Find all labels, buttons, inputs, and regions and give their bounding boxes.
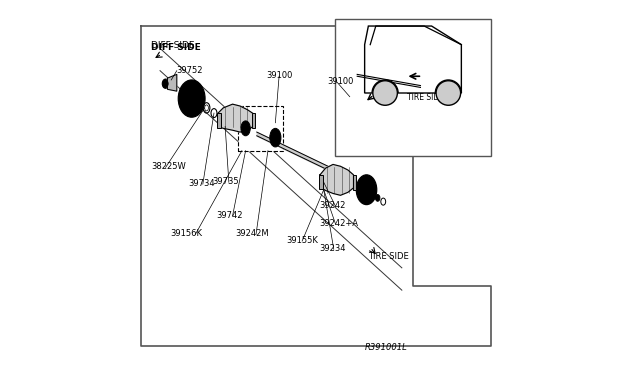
Ellipse shape (182, 85, 201, 112)
Text: R391001L: R391001L (365, 343, 408, 352)
Polygon shape (218, 104, 253, 132)
Bar (335, 19, 491, 156)
Polygon shape (320, 164, 353, 195)
Text: 39242M: 39242M (235, 229, 269, 238)
Ellipse shape (356, 175, 377, 205)
Text: 39242+A: 39242+A (319, 219, 358, 228)
Text: 39100: 39100 (266, 71, 292, 80)
Text: 39156K: 39156K (170, 229, 202, 238)
Text: 39234: 39234 (319, 244, 346, 253)
Polygon shape (168, 74, 177, 91)
Text: 39734: 39734 (188, 179, 214, 188)
Ellipse shape (360, 179, 374, 201)
Text: 38225W: 38225W (151, 162, 186, 171)
Ellipse shape (163, 79, 169, 89)
Bar (238, 106, 283, 151)
Ellipse shape (270, 128, 281, 147)
Ellipse shape (179, 80, 205, 117)
Text: 39735: 39735 (212, 177, 239, 186)
Text: TIRE SIDE: TIRE SIDE (408, 93, 444, 102)
Text: TIRE SIDE: TIRE SIDE (369, 251, 409, 260)
Ellipse shape (376, 195, 380, 201)
Circle shape (373, 81, 397, 105)
Polygon shape (365, 26, 461, 93)
Ellipse shape (241, 121, 250, 136)
Bar (353, 175, 356, 190)
Bar (252, 113, 255, 128)
Text: 39242: 39242 (319, 201, 346, 210)
Text: 39100: 39100 (328, 77, 354, 86)
Text: DIFF SIDE: DIFF SIDE (151, 41, 195, 50)
Text: 39752: 39752 (177, 65, 204, 74)
Ellipse shape (163, 80, 168, 87)
Bar (319, 175, 323, 189)
Text: 39742: 39742 (216, 211, 243, 219)
Text: 39155K: 39155K (287, 235, 318, 244)
Text: DIFF SIDE: DIFF SIDE (151, 43, 200, 52)
Circle shape (436, 81, 461, 105)
Bar (216, 113, 221, 128)
